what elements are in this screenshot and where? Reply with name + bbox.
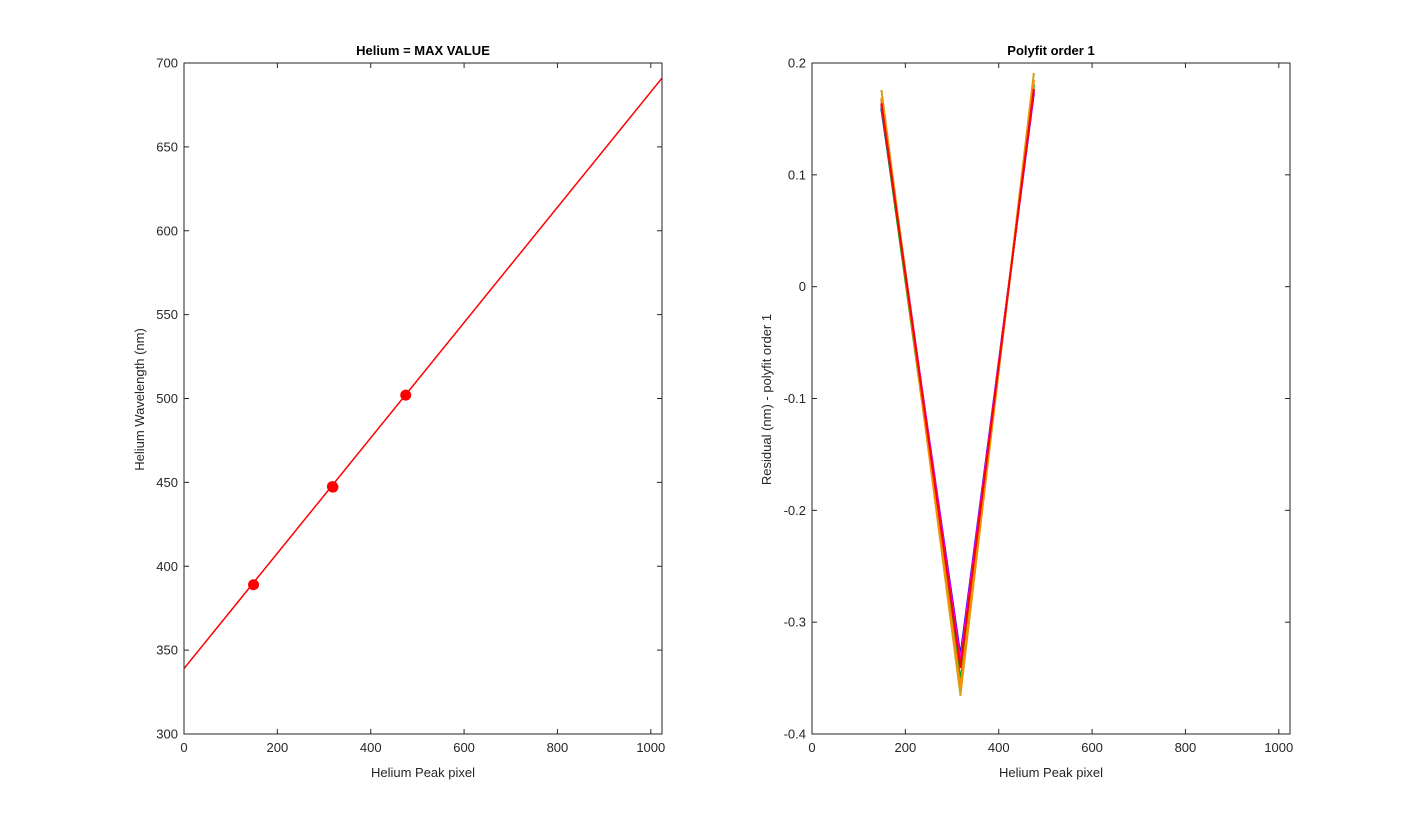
y-axis-label: Residual (nm) - polyfit order 1 — [759, 314, 774, 485]
y-axis-label: Helium Wavelength (nm) — [132, 328, 147, 471]
right-chart-panel: 0 200 400 600 800 1000 -0.4 -0.3 -0.2 -0.1 0 0.1 0.2… — [759, 43, 1293, 780]
fit-line — [184, 77, 662, 670]
data-layer — [880, 72, 1035, 697]
x-axis-label: Helium Peak pixel — [371, 765, 475, 780]
residual-point — [959, 685, 962, 689]
y-tick-label: -0.3 — [784, 615, 806, 630]
x-tick-label: 800 — [547, 740, 569, 755]
y-tick-label: 600 — [156, 223, 178, 238]
data-layer — [184, 77, 662, 670]
y-tick-label: 650 — [156, 139, 178, 154]
plot-area — [812, 63, 1290, 734]
residual-point — [880, 97, 883, 100]
x-tick-label: 0 — [180, 740, 187, 755]
y-tick-label: 300 — [156, 727, 178, 742]
x-tick-label: 600 — [453, 740, 475, 755]
x-tick-label: 1000 — [1264, 740, 1293, 755]
x-tick-label: 200 — [267, 740, 289, 755]
axes-box — [183, 62, 663, 735]
x-tick-label: 1000 — [636, 740, 665, 755]
residual-point — [1032, 79, 1035, 83]
y-tick-label: 0.1 — [788, 167, 806, 182]
y-tick-label: -0.4 — [784, 727, 806, 742]
residual-point — [880, 103, 883, 106]
y-tick-label: 550 — [156, 307, 178, 322]
chart-title: Helium = MAX VALUE — [356, 43, 490, 58]
residual-point — [959, 693, 962, 697]
y-tick-label: -0.1 — [784, 391, 806, 406]
plot-area — [184, 63, 662, 734]
y-tick-label: 350 — [156, 643, 178, 658]
residual-point — [880, 89, 883, 93]
data-point-marker — [327, 481, 339, 493]
left-chart-panel: 0 200 400 600 800 1000 300 350 400 450 500 550 600 65… — [132, 43, 665, 780]
y-tick-label: 0 — [799, 279, 806, 294]
x-tick-label: 600 — [1081, 740, 1103, 755]
data-point-marker — [248, 579, 260, 591]
residual-point — [1032, 88, 1035, 92]
chart-title: Polyfit order 1 — [1007, 43, 1094, 58]
x-tick-label: 200 — [895, 740, 917, 755]
y-tick-label: 500 — [156, 391, 178, 406]
y-tick-label: 450 — [156, 475, 178, 490]
x-tick-label: 400 — [360, 740, 382, 755]
y-tick-label: -0.2 — [784, 503, 806, 518]
y-tick-label: 0.2 — [788, 56, 806, 71]
x-tick-label: 800 — [1175, 740, 1197, 755]
x-tick-label: 0 — [808, 740, 815, 755]
residual-point — [1032, 72, 1035, 76]
axes-box — [811, 62, 1291, 735]
x-axis-label: Helium Peak pixel — [999, 765, 1103, 780]
residual-point — [959, 665, 962, 669]
x-tick-label: 400 — [988, 740, 1010, 755]
y-tick-label: 700 — [156, 56, 178, 71]
y-tick-label: 400 — [156, 559, 178, 574]
